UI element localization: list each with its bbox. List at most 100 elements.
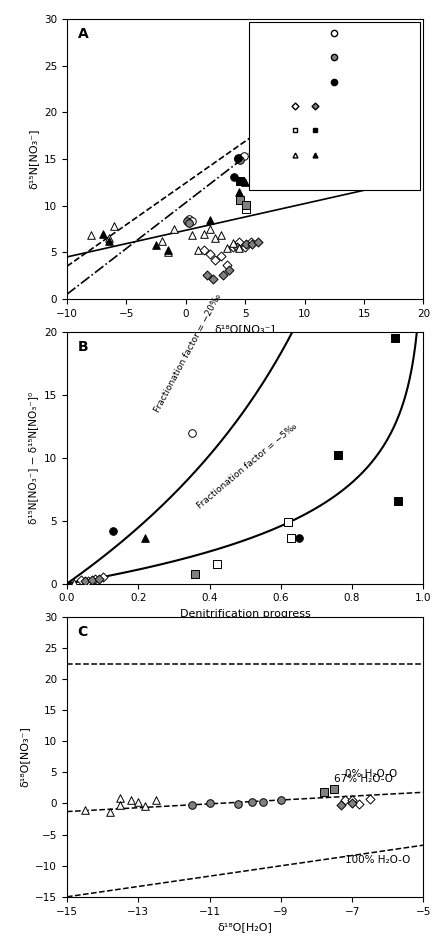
X-axis label: δ¹⁸O[H₂O]: δ¹⁸O[H₂O] <box>218 922 273 932</box>
Point <box>210 271 216 287</box>
Point <box>248 234 254 250</box>
Point <box>230 235 237 251</box>
Point <box>212 252 219 268</box>
Point <box>142 530 149 546</box>
Point <box>188 213 195 228</box>
Point <box>237 152 244 167</box>
Point <box>95 571 102 586</box>
Point <box>117 791 124 806</box>
Point <box>188 228 195 243</box>
Point <box>349 795 356 810</box>
Point <box>85 573 92 588</box>
FancyBboxPatch shape <box>249 22 420 190</box>
Point <box>331 782 338 797</box>
X-axis label: Denitrification progress: Denitrification progress <box>180 609 311 619</box>
Point <box>200 226 207 241</box>
Text: 67% H₂O-O: 67% H₂O-O <box>334 773 393 784</box>
Point <box>206 212 213 227</box>
Point <box>70 575 78 590</box>
Point <box>233 239 240 254</box>
Point <box>200 243 207 258</box>
Point <box>87 228 94 243</box>
Point <box>212 231 219 246</box>
Point <box>188 425 195 440</box>
Point <box>242 175 249 190</box>
Point <box>289 142 296 158</box>
Point <box>320 784 327 799</box>
Point <box>243 197 250 213</box>
Point <box>206 221 213 236</box>
Text: Aerobic: Aerobic <box>341 53 375 62</box>
Point <box>279 174 286 189</box>
Text: A: A <box>78 28 89 42</box>
Point <box>249 236 256 251</box>
Text: B: B <box>78 340 88 354</box>
Point <box>341 792 348 808</box>
Point <box>236 184 243 199</box>
Point <box>105 231 112 246</box>
Point <box>241 149 248 164</box>
Point <box>237 151 244 166</box>
Point <box>99 226 106 241</box>
Point <box>235 152 241 167</box>
Point <box>127 792 134 808</box>
Point <box>243 236 250 251</box>
Point <box>288 530 295 546</box>
Point <box>242 239 249 254</box>
Point <box>152 792 159 808</box>
Text: Anaerobic: Anaerobic <box>341 78 387 86</box>
Point <box>395 493 402 509</box>
Point <box>219 267 226 282</box>
Point <box>356 796 363 811</box>
Point <box>225 263 232 278</box>
Point <box>206 247 213 262</box>
Text: MD: MD <box>341 102 356 111</box>
Point <box>224 240 231 255</box>
Point <box>192 566 199 581</box>
Point <box>92 571 99 586</box>
Point <box>391 331 398 346</box>
Text: Fractionation factor = −5‰: Fractionation factor = −5‰ <box>195 422 299 511</box>
Point <box>165 245 172 260</box>
Point <box>188 797 195 812</box>
Text: 0% H₂O-O: 0% H₂O-O <box>345 769 397 779</box>
Point <box>391 331 398 346</box>
Point <box>243 202 250 217</box>
Point <box>363 38 370 53</box>
Point <box>237 174 244 189</box>
Point <box>349 792 356 808</box>
Point <box>366 791 373 806</box>
Point <box>249 794 256 809</box>
X-axis label: δ¹⁸O[NO₃⁻]: δ¹⁸O[NO₃⁻] <box>215 325 276 334</box>
Text: NE: NE <box>341 126 354 135</box>
Point <box>110 523 117 538</box>
Text: Trend
line: Trend line <box>286 28 311 48</box>
Point <box>170 221 177 236</box>
Point <box>235 796 241 811</box>
Point <box>99 569 106 585</box>
Point <box>111 218 118 233</box>
Point <box>81 573 88 588</box>
Point <box>78 572 85 587</box>
Point <box>236 240 243 255</box>
Point <box>159 233 165 249</box>
Point <box>184 213 191 228</box>
Point <box>284 514 291 530</box>
Point <box>381 43 388 58</box>
Text: Fractionation factor = −20‰: Fractionation factor = −20‰ <box>152 292 223 414</box>
Point <box>236 234 243 250</box>
Point <box>334 448 341 463</box>
Point <box>89 572 95 587</box>
Point <box>194 243 201 258</box>
Point <box>142 798 149 813</box>
Point <box>277 792 284 808</box>
Point <box>379 43 386 58</box>
Point <box>186 211 193 226</box>
Y-axis label: δ¹⁸O[NO₃⁻]: δ¹⁸O[NO₃⁻] <box>20 726 30 788</box>
Point <box>230 239 237 254</box>
Point <box>186 215 193 231</box>
Y-axis label: δ¹⁵N[NO₃⁻] − δ¹⁵N[NO₃⁻]⁰: δ¹⁵N[NO₃⁻] − δ¹⁵N[NO₃⁻]⁰ <box>29 392 38 524</box>
Point <box>81 802 88 817</box>
Point <box>235 151 241 166</box>
Point <box>224 258 231 273</box>
